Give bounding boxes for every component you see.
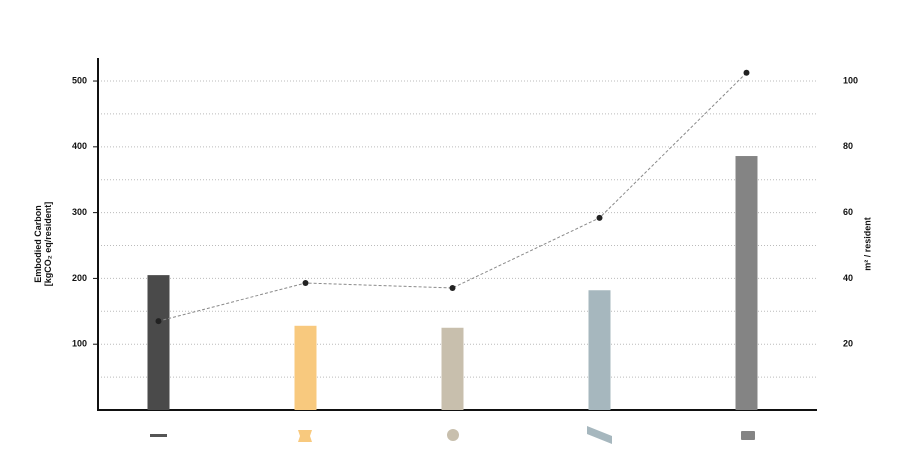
bar xyxy=(294,325,317,410)
y2-axis-label: m² / resident xyxy=(862,217,872,271)
y-tick-label: 100 xyxy=(72,339,87,349)
icon xyxy=(587,426,612,444)
y-tick-label: 200 xyxy=(72,273,87,283)
line-marker xyxy=(449,284,456,291)
line-marker xyxy=(743,69,750,76)
y-axis-label-line: Embodied Carbon xyxy=(33,205,43,283)
y-tick-label: 500 xyxy=(72,75,87,85)
y-axis-label-line: [kgCO₂ eq/resident] xyxy=(43,202,53,287)
y-tick-label: 400 xyxy=(72,141,87,151)
y2-tick-label: 60 xyxy=(843,207,853,217)
icon xyxy=(298,430,312,442)
bar xyxy=(147,275,170,410)
y2-tick-label: 40 xyxy=(843,273,853,283)
line-marker xyxy=(596,214,603,221)
icon xyxy=(150,434,167,437)
y2-tick-label: 100 xyxy=(843,75,858,85)
icon xyxy=(741,431,755,440)
line-marker xyxy=(155,318,162,325)
bar xyxy=(588,290,611,410)
y2-tick-label: 80 xyxy=(843,141,853,151)
icon xyxy=(447,429,459,441)
category-icons xyxy=(150,426,755,444)
bar xyxy=(441,327,464,410)
y-axis-label: Embodied Carbon[kgCO₂ eq/resident] xyxy=(33,202,53,287)
y2-tick-label: 20 xyxy=(843,339,853,349)
line xyxy=(158,72,747,322)
bar xyxy=(735,156,758,410)
line-marker xyxy=(302,280,309,287)
y-tick-label: 300 xyxy=(72,207,87,217)
